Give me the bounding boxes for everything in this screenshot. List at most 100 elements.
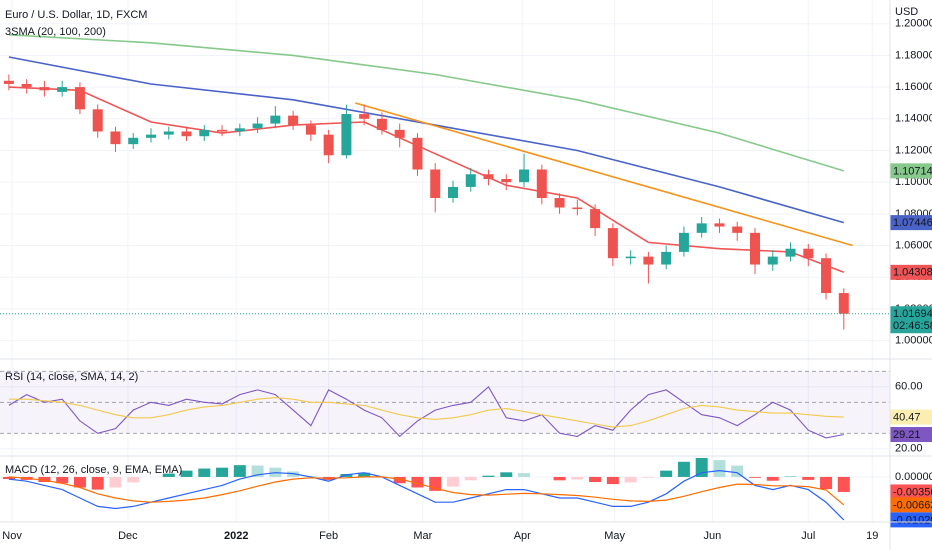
candle-body — [323, 134, 334, 156]
y-tick-label: 0.00000 — [895, 471, 932, 483]
histogram-bar — [162, 473, 175, 477]
y-tick-label: 1.00000 — [895, 334, 932, 346]
histogram-bar — [198, 468, 211, 477]
price-badge: 1.01694 — [893, 308, 932, 320]
macd-badge-bg — [890, 484, 932, 500]
x-tick-label: Dec — [118, 530, 138, 542]
histogram-bar — [358, 472, 371, 477]
histogram-bar — [109, 476, 122, 488]
y-tick-label: 1.18000 — [895, 49, 932, 61]
trend-line — [355, 102, 853, 247]
macd-badge: -0.00356 — [893, 486, 932, 498]
y-tick-label: 1.12000 — [895, 144, 932, 156]
histogram-bar — [748, 476, 761, 478]
x-tick-label: Nov — [2, 530, 22, 542]
macd-badge: -0.01020 — [893, 514, 932, 526]
candle-body — [483, 174, 494, 179]
histogram-bar — [216, 467, 229, 477]
histogram-bar — [766, 476, 779, 481]
indicator-line — [8, 397, 844, 428]
candle-body — [465, 174, 476, 187]
sma-badge: 1.04308 — [893, 267, 932, 279]
rsi-badge: 29.21 — [893, 429, 921, 441]
candle-body — [270, 115, 281, 124]
x-tick-label: Feb — [319, 530, 338, 542]
histogram-bar — [677, 461, 690, 477]
histogram-bar — [660, 470, 673, 477]
indicator-line — [8, 385, 844, 439]
indicator-title: 3SMA (20, 100, 200) — [5, 26, 106, 38]
sma-badge-bg — [890, 215, 932, 231]
sma-badge: 1.07446 — [893, 217, 932, 229]
macd-badge-bg — [890, 512, 932, 528]
x-tick-label: Mar — [413, 530, 432, 542]
histogram-bar — [713, 460, 726, 477]
histogram-bar — [553, 476, 566, 481]
candle-body — [163, 131, 174, 135]
histogram-bar — [464, 476, 477, 481]
candle-body — [430, 169, 441, 199]
histogram-bar — [518, 473, 531, 477]
macd-badge: -0.00663 — [893, 499, 932, 511]
candle-body — [821, 258, 832, 294]
x-tick-label: 19 — [866, 530, 878, 542]
candle-body — [803, 248, 814, 259]
candle-body — [21, 83, 32, 88]
rsi-badge: 40.47 — [893, 411, 921, 423]
candle-body — [678, 232, 689, 252]
histogram-bar — [251, 465, 264, 477]
rsi-badge-bg — [890, 409, 932, 425]
candle-body — [412, 137, 423, 170]
x-tick-label: Apr — [514, 530, 531, 542]
candle-body — [145, 134, 156, 138]
candle-body — [217, 129, 228, 132]
countdown: 02:46:58 — [893, 320, 932, 332]
histogram-bar — [500, 472, 513, 477]
candle-body — [39, 87, 50, 91]
histogram-bar — [820, 476, 833, 490]
histogram-bar — [571, 476, 584, 480]
candle-body — [394, 129, 405, 138]
y-tick-label: 1.06000 — [895, 239, 932, 251]
candle-body — [838, 293, 849, 314]
currency-label: USD — [895, 6, 918, 18]
candle-body — [767, 256, 778, 265]
macd-badge-bg — [890, 497, 932, 513]
candle-body — [696, 223, 707, 233]
candle-body — [288, 115, 299, 126]
histogram-bar — [2, 476, 15, 480]
candle-body — [128, 137, 139, 145]
candle-body — [732, 226, 743, 233]
indicator-title: MACD (12, 26, close, 9, EMA, EMA) — [5, 464, 182, 476]
histogram-bar — [127, 476, 140, 483]
candle-body — [359, 114, 370, 119]
chart-title: Euro / U.S. Dollar, 1D, FXCM — [5, 9, 147, 21]
candle-body — [57, 87, 68, 92]
candle-body — [92, 109, 103, 132]
candle-body — [607, 228, 618, 259]
price-badge-bg — [890, 306, 932, 334]
x-tick-label: May — [604, 530, 625, 542]
histogram-bar — [642, 476, 655, 478]
histogram-bar — [91, 476, 104, 490]
y-tick-label: 1.14000 — [895, 113, 932, 125]
histogram-bar — [446, 476, 459, 487]
histogram-bar — [56, 476, 69, 484]
candle-body — [199, 129, 210, 137]
candle-body — [590, 209, 601, 229]
candle-body — [714, 223, 725, 227]
candle-body — [749, 232, 760, 265]
candle-body — [572, 207, 583, 210]
histogram-bar — [393, 476, 406, 484]
y-tick-label: 1.20000 — [895, 18, 932, 30]
histogram-bar — [802, 476, 815, 480]
histogram-bar — [624, 476, 637, 483]
candle-body — [643, 256, 654, 265]
histogram-bar — [73, 476, 86, 488]
candle-body — [785, 248, 796, 257]
candle-body — [519, 169, 530, 183]
histogram-bar — [589, 476, 602, 482]
histogram-bar — [606, 476, 619, 485]
